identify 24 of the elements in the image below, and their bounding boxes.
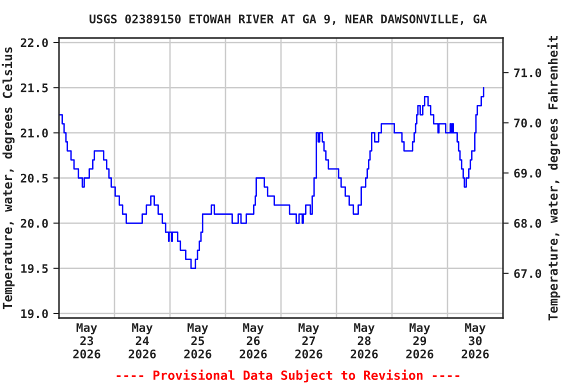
x-tick-label: May 30 2026	[462, 323, 489, 358]
y2-tick-label: 70.0	[514, 118, 542, 128]
y-tick-label: 19.0	[21, 309, 48, 318]
x-tick-label: May 25 2026	[184, 323, 212, 358]
y2-tick-label: 68.0	[514, 218, 542, 228]
x-tick-label: May 23 2026	[73, 323, 100, 358]
y2-tick-label: 67.0	[514, 269, 542, 278]
x-tick-label: May 24 2026	[128, 323, 156, 358]
y-tick-label: 20.5	[20, 174, 48, 183]
chart-title: USGS 02389150 ETOWAH RIVER AT GA 9, NEAR DAWSONVILLE, GA	[90, 14, 487, 25]
x-tick-label: May 29 2026	[406, 323, 434, 358]
y-axis-title: Temperature, water, degrees Celsius	[2, 47, 15, 310]
text: ---- Provisional Data Subject to Revision ----	[116, 370, 460, 382]
y-tick-label: 21.0	[20, 128, 48, 138]
x-tick-label: May 28 2026	[350, 323, 378, 358]
y2-tick-label: 69.0	[514, 168, 542, 178]
x-tick-label: May 27 2026	[295, 323, 322, 358]
y2-axis-title: Temperature, water, degrees Fahrenheit	[547, 36, 560, 320]
y-tick-label: 19.5	[21, 264, 48, 274]
x-tick-label: May 26 2026	[240, 323, 267, 358]
y-tick-label: 22.0	[20, 38, 48, 48]
y-tick-label: 20.0	[20, 218, 48, 228]
y-tick-label: 21.5	[20, 83, 48, 92]
y2-tick-label: 71.0	[514, 68, 542, 78]
